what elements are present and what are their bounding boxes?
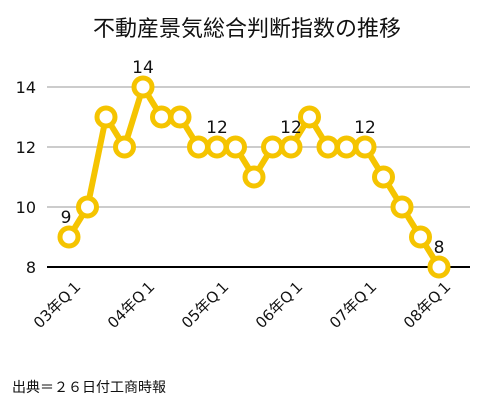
data-point bbox=[316, 135, 340, 159]
y-tick-label: 14 bbox=[16, 78, 36, 97]
data-label: 12 bbox=[206, 118, 228, 138]
source-note: 出典＝２６日付工商時報 bbox=[12, 380, 166, 396]
data-point bbox=[372, 165, 395, 189]
data-point bbox=[427, 255, 451, 279]
data-point bbox=[279, 135, 303, 159]
y-tick-label: 8 bbox=[26, 258, 36, 277]
x-tick-label: 04年Q１ bbox=[104, 276, 160, 332]
data-point bbox=[353, 135, 377, 159]
data-label: 8 bbox=[434, 238, 445, 258]
data-point bbox=[298, 105, 321, 129]
data-point bbox=[113, 135, 136, 159]
x-tick-label: 06年Q１ bbox=[252, 276, 308, 332]
chart-title: 不動産景気総合判断指数の推移 bbox=[93, 17, 401, 42]
y-tick-label: 10 bbox=[16, 198, 36, 217]
data-point bbox=[205, 135, 229, 159]
x-tick-label: 05年Q１ bbox=[178, 276, 234, 332]
data-point bbox=[131, 75, 155, 99]
data-label: 12 bbox=[280, 118, 302, 138]
x-tick-label: 08年Q１ bbox=[400, 276, 456, 332]
data-point bbox=[409, 225, 432, 249]
data-point bbox=[224, 135, 247, 159]
data-point bbox=[57, 225, 81, 249]
data-point bbox=[242, 165, 266, 189]
data-label: 9 bbox=[61, 208, 72, 228]
data-label: 14 bbox=[132, 58, 154, 78]
data-point bbox=[150, 105, 173, 129]
x-tick-label: 03年Q１ bbox=[30, 276, 86, 332]
data-point bbox=[168, 105, 192, 129]
data-point bbox=[261, 135, 284, 159]
x-tick-label: 07年Q１ bbox=[326, 276, 382, 332]
data-point bbox=[390, 195, 414, 219]
data-point bbox=[335, 135, 358, 159]
data-point bbox=[76, 195, 99, 219]
y-tick-label: 12 bbox=[16, 138, 36, 157]
data-label: 12 bbox=[354, 118, 376, 138]
data-point bbox=[94, 105, 118, 129]
data-point bbox=[187, 135, 210, 159]
